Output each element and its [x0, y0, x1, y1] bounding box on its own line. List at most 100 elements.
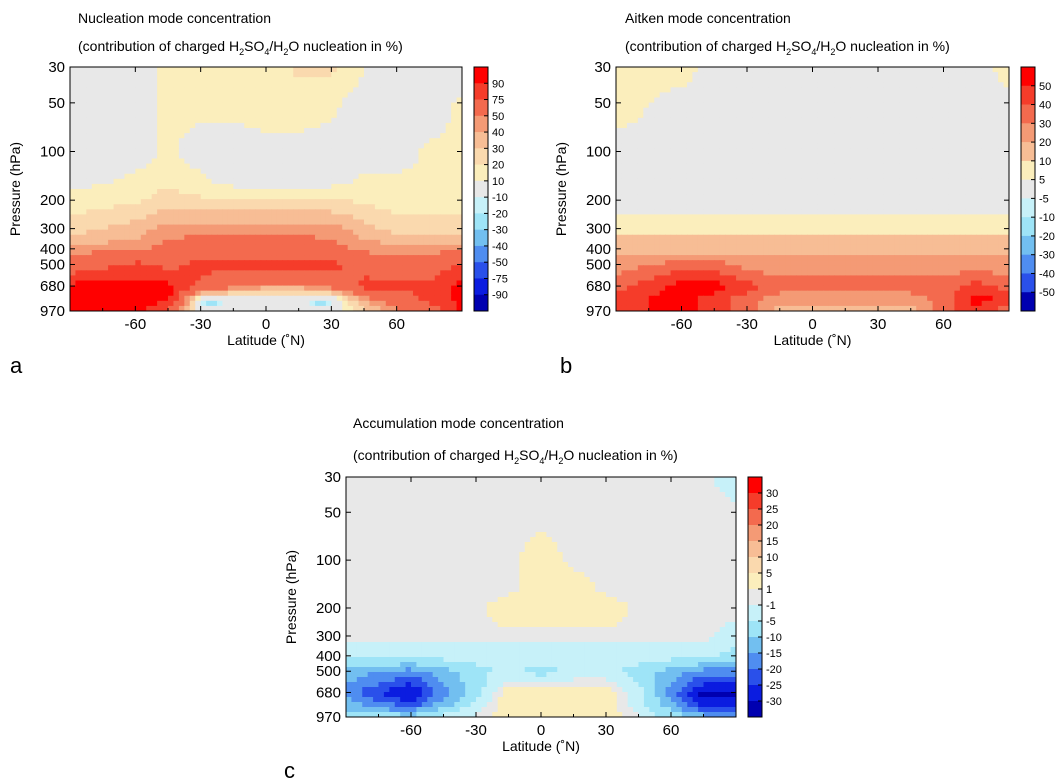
- field-cell: [899, 153, 906, 160]
- field-cell: [146, 122, 153, 129]
- field-cell: [336, 102, 343, 109]
- field-cell: [304, 255, 311, 261]
- field-cell: [413, 219, 420, 226]
- field-cell: [113, 285, 120, 292]
- field-cell: [451, 133, 458, 139]
- field-cell: [374, 199, 381, 205]
- field-cell: [70, 183, 77, 190]
- field-cell: [129, 138, 136, 144]
- field-cell: [429, 285, 436, 292]
- field-cell: [747, 122, 754, 129]
- field-cell: [266, 270, 273, 277]
- field-cell: [325, 224, 332, 231]
- field-cell: [374, 265, 381, 271]
- field-cell: [325, 122, 332, 129]
- field-cell: [380, 219, 387, 226]
- field-cell: [730, 133, 737, 139]
- field-cell: [369, 209, 376, 216]
- field-cell: [932, 112, 939, 119]
- field-cell: [845, 143, 852, 149]
- field-cell: [757, 97, 764, 104]
- field-cell: [287, 260, 294, 266]
- field-cell: [888, 97, 895, 104]
- field-cell: [998, 77, 1005, 83]
- field-cell: [423, 224, 430, 231]
- field-cell: [266, 158, 273, 165]
- field-cell: [643, 117, 650, 124]
- field-cell: [189, 153, 196, 160]
- field-cell: [845, 117, 852, 124]
- field-cell: [396, 280, 403, 287]
- field-cell: [124, 270, 131, 277]
- field-cell: [981, 117, 988, 124]
- field-cell: [293, 305, 300, 311]
- field-cell: [894, 112, 901, 119]
- field-cell: [168, 189, 175, 195]
- field-cell: [178, 102, 185, 109]
- field-cell: [157, 295, 164, 302]
- field-cell: [374, 305, 381, 311]
- field-cell: [260, 209, 267, 216]
- field-cell: [938, 97, 945, 104]
- field-cell: [86, 178, 93, 185]
- field-cell: [222, 290, 229, 297]
- field-cell: [282, 219, 289, 226]
- field-cell: [70, 305, 77, 311]
- field-cell: [184, 117, 191, 124]
- field-cell: [774, 153, 781, 160]
- field-cell: [293, 229, 300, 236]
- field-cell: [736, 112, 743, 119]
- field-cell: [418, 122, 425, 129]
- field-cell: [135, 148, 142, 155]
- field-cell: [396, 92, 403, 99]
- field-cell: [238, 117, 245, 124]
- field-cell: [872, 92, 879, 99]
- field-cell: [124, 133, 131, 139]
- field-cell: [222, 183, 229, 190]
- field-cell: [364, 270, 371, 277]
- field-cell: [692, 77, 699, 83]
- field-cell: [396, 173, 403, 180]
- field-cell: [741, 112, 748, 119]
- field-cell: [358, 67, 365, 73]
- field-cell: [260, 229, 267, 236]
- field-cell: [336, 239, 343, 246]
- field-cell: [380, 133, 387, 139]
- field-cell: [97, 250, 104, 256]
- field-cell: [396, 102, 403, 109]
- field-cell: [358, 183, 365, 190]
- field-cell: [347, 138, 354, 144]
- field-cell: [304, 204, 311, 210]
- field-cell: [227, 87, 234, 94]
- field-cell: [834, 67, 841, 73]
- field-cell: [206, 117, 213, 124]
- field-cell: [796, 87, 803, 94]
- field-cell: [129, 290, 136, 297]
- field-cell: [200, 128, 207, 134]
- field-cell: [845, 92, 852, 99]
- field-cell: [670, 138, 677, 144]
- field-cell: [266, 128, 273, 134]
- field-cell: [238, 199, 245, 205]
- field-cell: [129, 250, 136, 256]
- field-cell: [703, 102, 710, 109]
- field-cell: [402, 138, 409, 144]
- field-cell: [845, 158, 852, 165]
- field-cell: [293, 158, 300, 165]
- field-cell: [894, 133, 901, 139]
- field-cell: [271, 239, 278, 246]
- field-cell: [692, 163, 699, 170]
- field-cell: [315, 290, 322, 297]
- field-cell: [309, 214, 316, 221]
- field-cell: [358, 82, 365, 88]
- field-cell: [353, 102, 360, 109]
- field-cell: [637, 112, 644, 119]
- field-cell: [714, 82, 721, 88]
- field-cell: [364, 107, 371, 114]
- field-cell: [807, 158, 814, 165]
- field-cell: [423, 305, 430, 311]
- field-cell: [135, 255, 142, 261]
- field-cell: [195, 87, 202, 94]
- field-cell: [206, 250, 213, 256]
- field-cell: [676, 67, 683, 73]
